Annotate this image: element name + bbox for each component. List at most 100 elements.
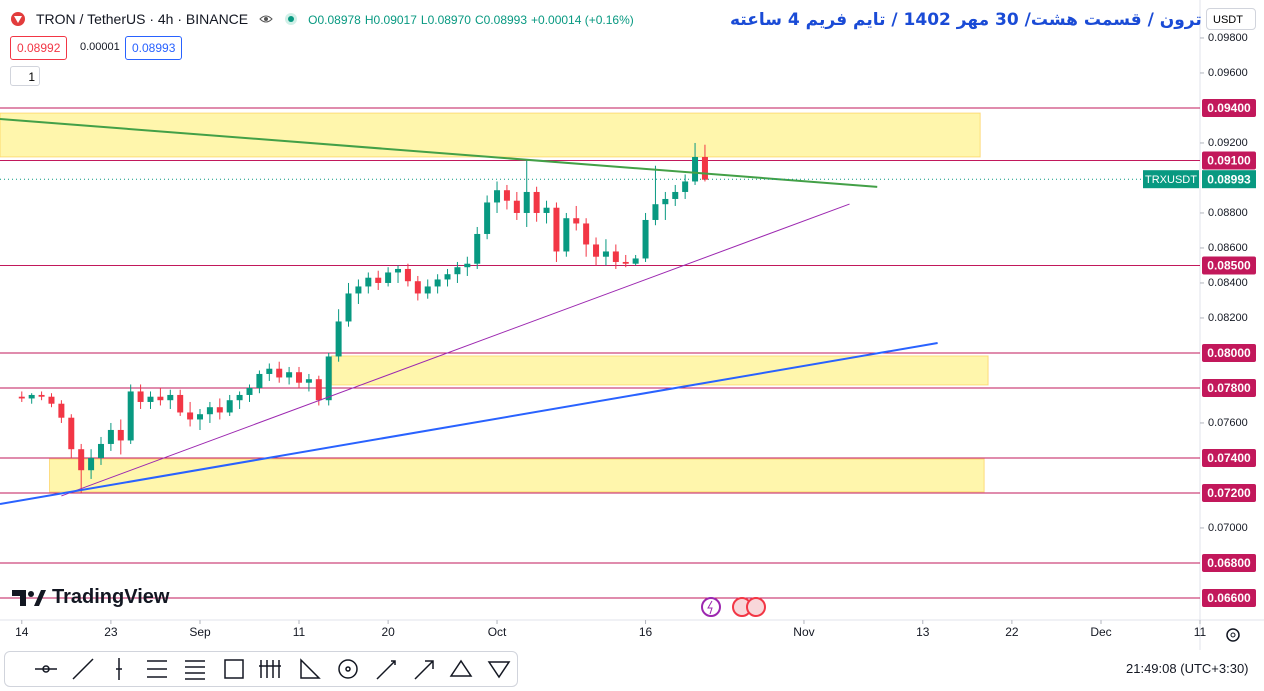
level-badge <box>1202 588 1256 607</box>
level-badge <box>1202 256 1256 275</box>
level-label: 0.07200 <box>1207 486 1251 500</box>
symbol-icon <box>11 12 25 26</box>
candle-body <box>187 412 194 420</box>
y-tick-label: 0.08800 <box>1208 207 1248 219</box>
candle-body <box>286 372 293 378</box>
background <box>0 0 1264 650</box>
trend-line <box>0 117 878 188</box>
candle-body <box>236 394 243 401</box>
legend-item: H0.09017 <box>364 13 417 27</box>
trend-line <box>0 342 938 505</box>
candle-body <box>18 396 25 399</box>
x-tick-label: 22 <box>1005 625 1019 639</box>
legend-item: O0.08978 <box>308 13 361 27</box>
y-tick-label: 0.09600 <box>1208 67 1248 79</box>
candle-body <box>692 156 699 182</box>
candle-body <box>602 251 609 257</box>
eye-icon[interactable] <box>258 11 274 27</box>
symbol[interactable]: TRON / TetherUS · 4h · BINANCE <box>36 11 249 27</box>
timezone[interactable]: (UTC+3:30) <box>1180 661 1249 676</box>
level-badge <box>1202 483 1256 502</box>
candle-body <box>454 267 461 275</box>
candle-body <box>494 190 501 203</box>
last-price-name-badge <box>1143 170 1199 189</box>
level-label: 0.09100 <box>1207 154 1251 168</box>
level-label: 0.07800 <box>1207 381 1251 395</box>
ohlc-legend: O0.08978 H0.09017 L0.08970 C0.08993 +0.00014… <box>308 11 638 27</box>
candle-body <box>147 396 154 402</box>
zone <box>49 458 985 493</box>
level-badge <box>1202 378 1256 397</box>
spread: 0.00001 <box>80 41 120 53</box>
brand-logo <box>12 589 46 606</box>
indicator-toggle[interactable]: 1 <box>10 66 40 86</box>
candle-body <box>345 293 352 322</box>
candle-body <box>197 414 203 420</box>
clock: 21:49:08 (UTC+3:30) <box>1126 661 1249 676</box>
candle-body <box>177 394 184 413</box>
candle-body <box>622 261 629 264</box>
candle-body <box>533 191 540 213</box>
candle-body <box>365 277 372 287</box>
candle-body <box>355 286 362 294</box>
candle-body <box>315 379 322 401</box>
event-icons[interactable] <box>700 597 770 619</box>
candle-body <box>97 443 104 458</box>
brand-name: TradingView <box>52 586 170 608</box>
zone <box>331 355 989 386</box>
candle-body <box>246 387 253 395</box>
candle-body <box>464 263 471 268</box>
candle-body <box>216 407 223 413</box>
last-price-label: 0.08993 <box>1207 172 1251 186</box>
candle-body <box>573 218 580 224</box>
candle-body <box>513 200 520 213</box>
currency-select[interactable]: USDT <box>1206 8 1256 30</box>
drawing-toolbar <box>4 651 518 687</box>
legend-item: C0.08993 <box>474 13 528 27</box>
candle-body <box>88 457 95 471</box>
candle-body <box>672 191 679 199</box>
candle-body <box>48 396 55 404</box>
legend-item: +0.00014 (+0.16%) <box>531 13 634 27</box>
candle-body <box>434 279 441 287</box>
candle-body <box>395 268 402 273</box>
last-price-badge <box>1202 170 1256 189</box>
candle-body <box>137 391 144 402</box>
y-tick-label: 0.08200 <box>1208 312 1248 324</box>
y-tick-label: 0.07600 <box>1208 417 1248 429</box>
candle-body <box>157 396 164 401</box>
candle-body <box>167 394 174 401</box>
level-badge <box>1202 553 1256 572</box>
toolbar-icons[interactable] <box>5 652 517 686</box>
y-tick-label: 0.08400 <box>1208 277 1248 289</box>
candle-body <box>593 244 600 257</box>
x-tick-label: 20 <box>381 625 395 639</box>
level-badge <box>1202 98 1256 117</box>
candle-body <box>652 204 659 220</box>
candle-body <box>206 407 213 415</box>
candle-body <box>127 391 134 441</box>
candle-body <box>701 156 708 180</box>
buy-button[interactable]: 0.08993 <box>125 36 183 60</box>
settings-icon[interactable] <box>1224 626 1242 644</box>
candle-body <box>543 207 550 213</box>
level-label: 0.06800 <box>1207 556 1251 570</box>
clock-time: 21:49:08 <box>1126 661 1177 676</box>
chart-title: تحلیل ترون / قسمت هشت/ 30 مهر 1402 / تای… <box>730 10 1256 30</box>
candle-body <box>266 368 273 374</box>
candle-body <box>226 400 233 413</box>
sell-button[interactable]: 0.08992 <box>10 36 68 60</box>
candle-body <box>682 181 689 192</box>
brand: TradingView <box>12 586 169 609</box>
candle-body <box>474 233 481 264</box>
candle-body <box>444 274 451 280</box>
x-tick-label: Oct <box>488 625 507 639</box>
candle-body <box>632 258 639 264</box>
level-badge <box>1202 151 1256 170</box>
y-tick-label: 0.09800 <box>1208 32 1248 44</box>
x-tick-label: 13 <box>916 625 930 639</box>
candle-body <box>523 191 530 213</box>
x-tick-label: Sep <box>189 625 211 639</box>
header: TRON / TetherUS · 4h · BINANCE O0.08978 H… <box>10 11 638 27</box>
candle-body <box>404 268 411 282</box>
